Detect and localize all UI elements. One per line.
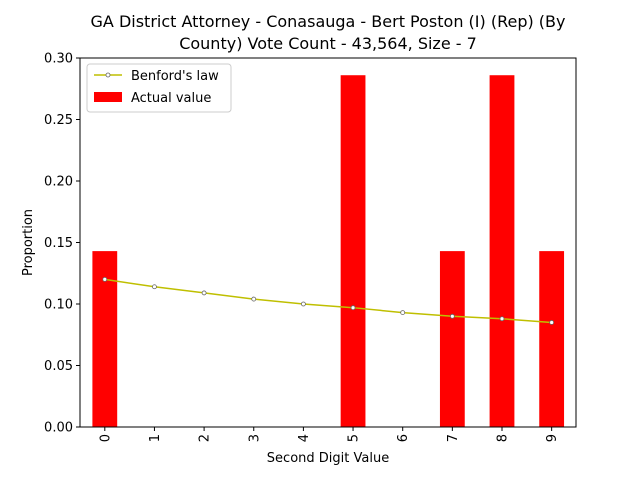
y-axis-label: Proportion	[21, 209, 36, 276]
legend-box	[86, 63, 232, 113]
x-tick-label: 7	[446, 434, 461, 442]
bar-9	[539, 251, 565, 427]
benford-point-3	[251, 296, 257, 302]
benford-point-1	[152, 284, 157, 290]
x-tick-label: 3	[247, 434, 262, 442]
benford-point-9	[549, 320, 555, 325]
benford-point-0	[102, 276, 108, 282]
legend-entry-benford: Benford's law	[131, 69, 219, 84]
y-tick-label: 0.15	[44, 236, 73, 251]
legend-line-marker	[105, 72, 111, 78]
title-line-2: County) Vote Count - 43,564, Size - 7	[179, 34, 477, 53]
y-tick-label: 0.30	[44, 52, 73, 67]
x-tick-label: 6	[396, 434, 411, 442]
x-tick-label: 9	[545, 434, 560, 442]
y-tick-label: 0.05	[44, 359, 73, 374]
x-tick-label: 5	[347, 434, 362, 442]
title-line-1: GA District Attorney - Conasauga - Bert …	[91, 12, 566, 31]
benford-point-5	[350, 305, 356, 311]
bar-5	[340, 75, 366, 427]
y-tick-label: 0.00	[44, 421, 73, 436]
benford-point-6	[400, 310, 406, 316]
legend-entry-actual: Actual value	[131, 91, 211, 106]
y-axis: 0.00 0.05 0.10 0.15 0.20 0.25 0.30	[44, 52, 80, 436]
bar-series	[92, 75, 565, 427]
x-tick-label: 2	[198, 434, 213, 442]
benford-point-2	[201, 290, 207, 296]
legend-bar-swatch	[94, 92, 122, 102]
benford-line-series	[102, 276, 555, 325]
benford-point-8	[499, 316, 505, 322]
bar-7	[439, 251, 465, 427]
legend: Benford's law Actual value	[86, 63, 232, 113]
y-tick-label: 0.20	[44, 175, 73, 190]
x-tick-label: 1	[148, 434, 163, 442]
x-axis: 0 1 2 3 4 5 6 7 8 9	[98, 427, 560, 442]
x-tick-label: 0	[98, 434, 113, 442]
y-tick-label: 0.25	[44, 113, 73, 128]
benford-point-7	[449, 313, 455, 319]
y-tick-label: 0.10	[44, 298, 73, 313]
chart-title: GA District Attorney - Conasauga - Bert …	[91, 12, 566, 53]
bar-8	[489, 75, 515, 427]
x-tick-label: 4	[297, 434, 312, 442]
benford-point-4	[300, 301, 306, 307]
x-tick-label: 8	[496, 434, 511, 442]
benford-line	[104, 278, 552, 324]
x-axis-label: Second Digit Value	[267, 451, 389, 466]
